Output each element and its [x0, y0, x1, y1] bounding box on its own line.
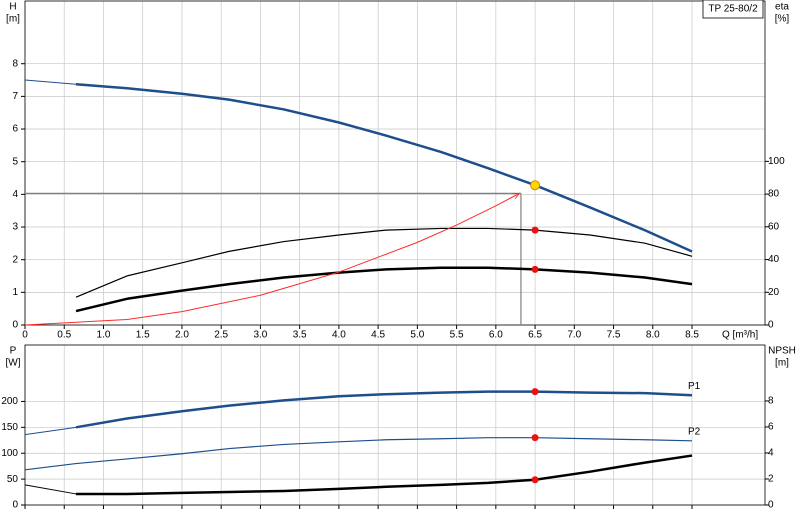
y-tick-label: 0 [12, 500, 18, 511]
y2-tick-label: 0 [768, 500, 774, 511]
point [531, 388, 539, 396]
curve [24, 437, 693, 471]
x-tick-label: 2.5 [214, 330, 228, 341]
y-tick-label: 1 [12, 287, 18, 298]
curve [75, 390, 693, 429]
y2-tick-label: 60 [768, 221, 780, 232]
x-tick-label: 8.5 [685, 330, 699, 341]
y-tick-label: 150 [1, 422, 18, 433]
curve [24, 193, 519, 326]
y2-tick-label: 80 [768, 189, 780, 200]
y-tick-label: 100 [1, 448, 18, 459]
curve-label: P2 [688, 426, 701, 437]
title-box [702, 0, 764, 19]
x-tick-label: 5.5 [450, 330, 464, 341]
y2-tick-label: 0 [768, 320, 774, 331]
point [531, 226, 539, 234]
y2-tick-label: 4 [768, 448, 774, 459]
x-tick-label: 8.0 [646, 330, 660, 341]
x-tick-label: 7.0 [567, 330, 581, 341]
plot-frame [24, 344, 766, 506]
y-tick-label: 6 [12, 124, 18, 135]
chart-title: TP 25-80/2 [708, 4, 758, 15]
y2-tick-label: 40 [768, 254, 780, 265]
y-tick-label: 5 [12, 156, 18, 167]
x-tick-label: 7.5 [607, 330, 621, 341]
y-axis-label: [m] [6, 14, 20, 25]
curve [75, 83, 693, 253]
x-tick-label: 0.5 [57, 330, 71, 341]
x-tick-label: 4.0 [332, 330, 346, 341]
curve [24, 426, 77, 436]
y2-tick-label: 20 [768, 287, 780, 298]
y2-tick-label: 8 [768, 396, 774, 407]
curve [24, 79, 77, 85]
y-tick-label: 4 [12, 189, 18, 200]
y-tick-label: 2 [12, 254, 18, 265]
x-tick-label: 3.5 [293, 330, 307, 341]
plot-frame [24, 0, 766, 326]
y-tick-label: 7 [12, 91, 18, 102]
curve-label: P1 [688, 381, 701, 392]
x-tick-label: 6.0 [489, 330, 503, 341]
point [530, 180, 541, 191]
y-tick-label: 50 [7, 474, 19, 485]
y-axis-label: P [10, 346, 17, 357]
x-tick-label: 6.5 [528, 330, 542, 341]
y-tick-label: 3 [12, 222, 18, 233]
curve [76, 454, 693, 496]
point [531, 434, 539, 442]
x-tick-label: 3.0 [253, 330, 267, 341]
y2-tick-label: 2 [768, 474, 774, 485]
x-tick-label: 2.0 [175, 330, 189, 341]
x-tick-label: 0 [22, 330, 28, 341]
y-tick-label: 8 [12, 58, 18, 69]
x-axis-label: Q [m³/h] [722, 330, 758, 341]
point [531, 265, 539, 273]
y2-axis-label: NPSH [768, 346, 796, 357]
x-tick-label: 1.5 [136, 330, 150, 341]
x-tick-label: 4.5 [371, 330, 385, 341]
x-tick-label: 1.0 [97, 330, 111, 341]
y-axis-label: H [9, 2, 16, 13]
y2-axis-label: [%] [775, 14, 790, 25]
y2-tick-label: 6 [768, 422, 774, 433]
point [531, 476, 539, 484]
curve [75, 227, 693, 298]
y-tick-label: 0 [12, 320, 18, 331]
curve [24, 484, 77, 495]
y2-tick-label: 100 [768, 156, 785, 167]
y2-axis-label: [m] [775, 358, 789, 369]
curve [75, 266, 693, 313]
y2-axis-label: eta [775, 2, 789, 13]
x-tick-label: 5.0 [410, 330, 424, 341]
y-tick-label: 200 [1, 396, 18, 407]
y-axis-label: [W] [6, 358, 21, 369]
